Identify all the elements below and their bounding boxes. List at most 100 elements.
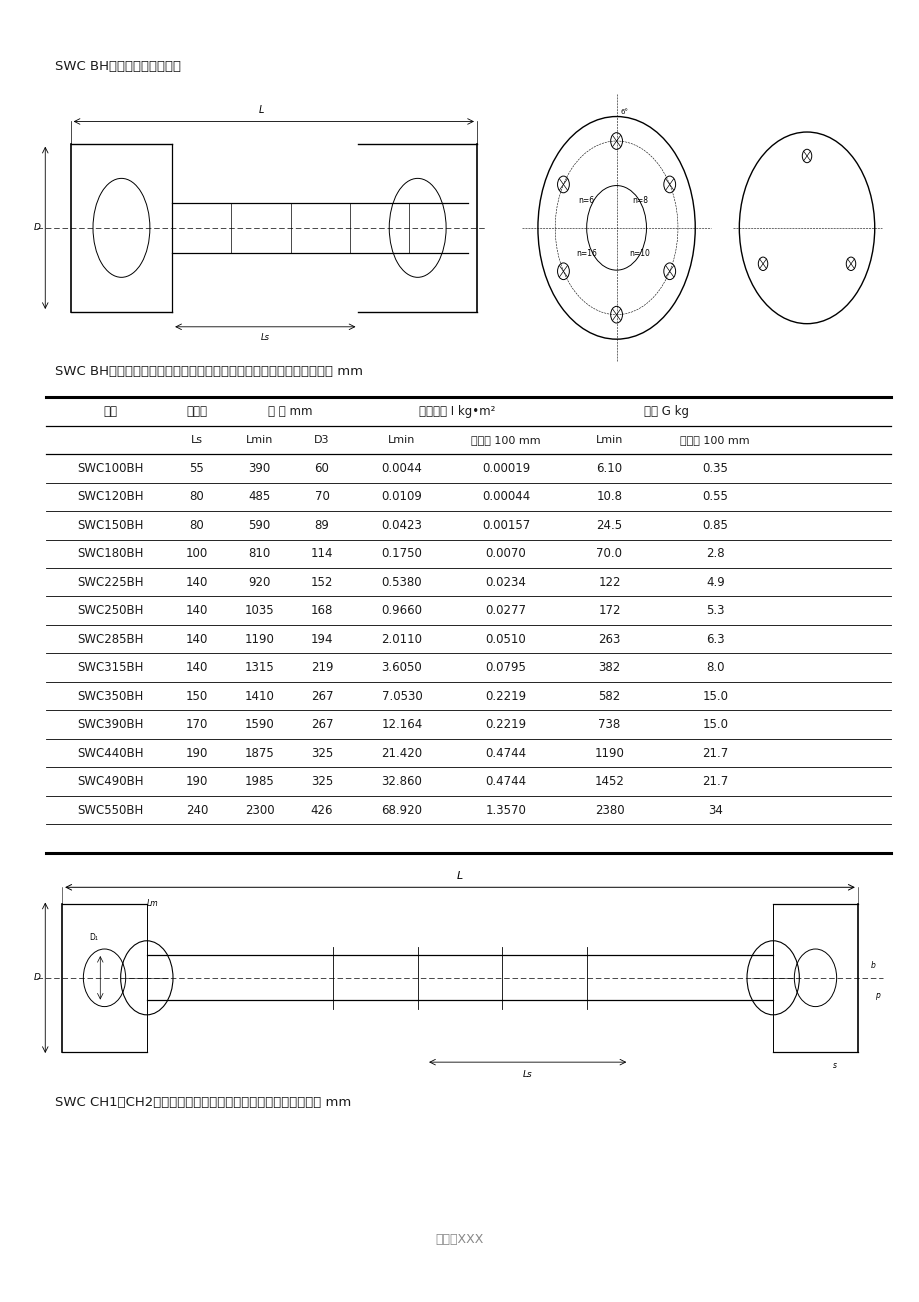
- Text: n=8: n=8: [631, 197, 648, 206]
- Text: 190: 190: [186, 775, 208, 788]
- Text: D₁: D₁: [89, 932, 97, 941]
- Text: 168: 168: [311, 604, 333, 617]
- Text: 325: 325: [311, 775, 333, 788]
- Text: 21.420: 21.420: [381, 746, 422, 759]
- Text: 1985: 1985: [244, 775, 274, 788]
- Text: 60: 60: [314, 462, 329, 475]
- Text: Lm: Lm: [147, 898, 158, 907]
- Text: 590: 590: [248, 518, 270, 531]
- Text: 6.3: 6.3: [705, 633, 724, 646]
- Text: n=6: n=6: [578, 197, 594, 206]
- Text: SWC BH型（标准伸缩焊接式）十字轴式万向联轴器基本参数与主要尺寸 mm: SWC BH型（标准伸缩焊接式）十字轴式万向联轴器基本参数与主要尺寸 mm: [55, 365, 363, 378]
- Text: 170: 170: [186, 719, 208, 732]
- Text: 140: 140: [186, 633, 208, 646]
- Text: 6°: 6°: [619, 109, 628, 115]
- Text: 122: 122: [597, 575, 620, 589]
- Text: 80: 80: [189, 491, 204, 504]
- Text: 1410: 1410: [244, 690, 274, 703]
- Text: n=10: n=10: [630, 249, 650, 258]
- Text: 5.3: 5.3: [705, 604, 724, 617]
- Text: 21.7: 21.7: [701, 746, 728, 759]
- Text: 0.0277: 0.0277: [485, 604, 526, 617]
- Text: 0.00019: 0.00019: [482, 462, 529, 475]
- Text: 382: 382: [597, 661, 620, 674]
- Text: 2.0110: 2.0110: [381, 633, 422, 646]
- Text: D: D: [34, 974, 41, 982]
- Text: Ls: Ls: [261, 333, 269, 342]
- Text: 0.00157: 0.00157: [482, 518, 529, 531]
- Text: 0.0795: 0.0795: [485, 661, 526, 674]
- Text: 32.860: 32.860: [381, 775, 422, 788]
- Text: 920: 920: [248, 575, 270, 589]
- Text: SWC180BH: SWC180BH: [77, 547, 143, 560]
- Text: SWC350BH: SWC350BH: [77, 690, 143, 703]
- Text: 1452: 1452: [594, 775, 624, 788]
- Text: 0.2219: 0.2219: [485, 719, 526, 732]
- Text: 0.35: 0.35: [701, 462, 728, 475]
- Text: 1590: 1590: [244, 719, 274, 732]
- Text: p: p: [874, 991, 879, 1000]
- Text: 1875: 1875: [244, 746, 274, 759]
- Text: 12.164: 12.164: [381, 719, 422, 732]
- Text: 0.0423: 0.0423: [381, 518, 422, 531]
- Text: 每增长 100 mm: 每增长 100 mm: [471, 435, 540, 445]
- Text: 2300: 2300: [244, 803, 274, 816]
- Text: b: b: [869, 961, 874, 970]
- Text: 738: 738: [597, 719, 620, 732]
- Text: 140: 140: [186, 604, 208, 617]
- Text: 810: 810: [248, 547, 270, 560]
- Text: 10.8: 10.8: [596, 491, 622, 504]
- Text: 2380: 2380: [594, 803, 624, 816]
- Text: 150: 150: [186, 690, 208, 703]
- Text: 型号: 型号: [103, 405, 118, 418]
- Text: 尺 寸 mm: 尺 寸 mm: [268, 405, 312, 418]
- Text: 70.0: 70.0: [596, 547, 622, 560]
- Text: 0.0234: 0.0234: [485, 575, 526, 589]
- Text: 4.9: 4.9: [705, 575, 724, 589]
- Text: 114: 114: [311, 547, 333, 560]
- Text: L: L: [457, 871, 462, 881]
- Text: 89: 89: [314, 518, 329, 531]
- Text: 263: 263: [597, 633, 620, 646]
- Text: SWC100BH: SWC100BH: [77, 462, 143, 475]
- Text: Lmin: Lmin: [388, 435, 415, 445]
- Text: SWC150BH: SWC150BH: [77, 518, 143, 531]
- Text: s: s: [832, 1061, 835, 1070]
- Text: 6.10: 6.10: [596, 462, 622, 475]
- Text: Lmin: Lmin: [245, 435, 273, 445]
- Text: SWC440BH: SWC440BH: [77, 746, 143, 759]
- Text: SWC225BH: SWC225BH: [77, 575, 143, 589]
- Text: Ls: Ls: [522, 1070, 532, 1079]
- Text: 0.9660: 0.9660: [381, 604, 422, 617]
- Text: Ls: Ls: [190, 435, 203, 445]
- Text: 390: 390: [248, 462, 270, 475]
- Text: 0.4744: 0.4744: [485, 775, 526, 788]
- Text: 每增长 100 mm: 每增长 100 mm: [680, 435, 749, 445]
- Text: 55: 55: [189, 462, 204, 475]
- Text: Lmin: Lmin: [596, 435, 622, 445]
- Text: 140: 140: [186, 575, 208, 589]
- Text: 194: 194: [311, 633, 333, 646]
- Text: 582: 582: [597, 690, 620, 703]
- Text: SWC BH型十字轴万向联轴器: SWC BH型十字轴万向联轴器: [55, 60, 181, 73]
- Text: 190: 190: [186, 746, 208, 759]
- Text: 15.0: 15.0: [701, 719, 728, 732]
- Text: 转动质量 I kg•m²: 转动质量 I kg•m²: [418, 405, 495, 418]
- Text: 70: 70: [314, 491, 329, 504]
- Text: 219: 219: [311, 661, 333, 674]
- Text: L: L: [258, 105, 264, 116]
- Text: 1315: 1315: [244, 661, 274, 674]
- Text: 8.0: 8.0: [705, 661, 724, 674]
- Text: 0.55: 0.55: [701, 491, 728, 504]
- Text: 2.8: 2.8: [705, 547, 724, 560]
- Text: 80: 80: [189, 518, 204, 531]
- Text: 34: 34: [707, 803, 722, 816]
- Text: 240: 240: [186, 803, 208, 816]
- Text: 15.0: 15.0: [701, 690, 728, 703]
- Text: SWC250BH: SWC250BH: [77, 604, 143, 617]
- Text: 0.0109: 0.0109: [381, 491, 422, 504]
- Text: 1.3570: 1.3570: [485, 803, 526, 816]
- Text: 21.7: 21.7: [701, 775, 728, 788]
- Text: 0.0044: 0.0044: [381, 462, 422, 475]
- Text: D: D: [34, 224, 41, 232]
